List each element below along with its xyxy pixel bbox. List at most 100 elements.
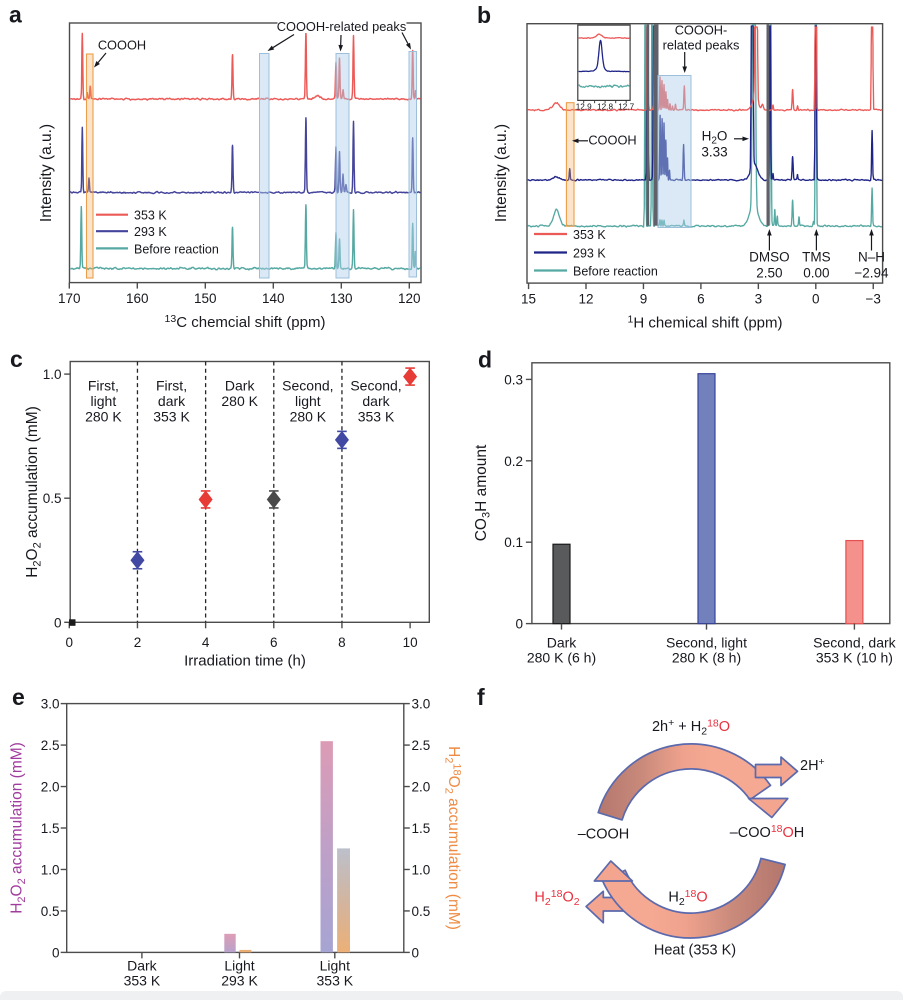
svg-text:CO3H amount: CO3H amount [473,444,493,541]
svg-text:2H+: 2H+ [800,756,825,774]
svg-text:9: 9 [640,292,648,307]
svg-text:c: c [10,346,23,372]
svg-text:light: light [91,393,117,409]
svg-text:a: a [9,2,22,28]
svg-text:3.33: 3.33 [701,145,727,160]
svg-text:130: 130 [330,291,353,306]
svg-text:2.0: 2.0 [412,780,431,795]
svg-text:Second,: Second, [350,378,401,394]
svg-text:1.0: 1.0 [412,862,431,877]
svg-text:Light: Light [320,958,350,974]
svg-text:293 K: 293 K [134,225,167,239]
svg-text:DMSO: DMSO [749,250,790,265]
svg-text:d: d [478,347,492,373]
svg-text:Dark: Dark [225,378,256,394]
svg-text:f: f [477,684,485,710]
svg-text:12.7: 12.7 [618,103,634,112]
svg-text:N–H: N–H [858,250,885,265]
svg-text:353 K: 353 K [573,228,606,242]
svg-text:0.5: 0.5 [43,491,62,506]
svg-text:3.0: 3.0 [41,697,60,712]
svg-text:COOOH-related peaks: COOOH-related peaks [277,19,406,34]
svg-text:light: light [295,393,321,409]
svg-text:related peaks: related peaks [663,38,740,53]
svg-text:Intensity (a.u.): Intensity (a.u.) [493,124,510,222]
svg-text:120: 120 [398,291,421,306]
svg-text:Intensity (a.u.): Intensity (a.u.) [38,124,55,222]
svg-text:353 K (10 h): 353 K (10 h) [816,650,893,666]
svg-text:dark: dark [362,393,390,409]
svg-text:−3: −3 [866,292,881,307]
svg-text:2.50: 2.50 [756,266,782,281]
svg-text:280 K (6 h): 280 K (6 h) [527,650,596,666]
svg-text:2h+ + H218O: 2h+ + H218O [652,717,730,738]
svg-text:293 K: 293 K [221,973,258,989]
svg-text:280 K: 280 K [221,393,258,409]
svg-text:TMS: TMS [802,250,831,265]
svg-text:Dark: Dark [547,635,578,651]
svg-text:280 K: 280 K [290,408,327,424]
svg-text:3.0: 3.0 [412,697,431,712]
svg-text:e: e [12,684,25,710]
svg-text:0.3: 0.3 [504,372,523,387]
svg-text:293 K: 293 K [573,247,606,261]
svg-text:Second, light: Second, light [666,635,747,651]
svg-text:160: 160 [126,291,149,306]
svg-text:0: 0 [812,292,820,307]
svg-text:H2O2 accumulation (mM): H2O2 accumulation (mM) [9,742,29,914]
svg-text:−2.94: −2.94 [854,266,889,281]
svg-text:H218O2 accumulation (mM): H218O2 accumulation (mM) [443,746,463,930]
svg-text:8: 8 [338,635,346,650]
svg-text:Light: Light [224,958,254,974]
svg-text:Dark: Dark [127,958,158,974]
svg-text:H2O2 accumulation (mM): H2O2 accumulation (mM) [24,406,44,578]
svg-text:Second,: Second, [282,378,333,394]
svg-text:Second, dark: Second, dark [813,635,896,651]
svg-text:1.0: 1.0 [41,862,60,877]
svg-text:Irradiation time (h): Irradiation time (h) [184,653,306,670]
svg-text:2.0: 2.0 [41,780,60,795]
svg-text:2.5: 2.5 [412,738,431,753]
svg-text:6: 6 [697,292,705,307]
svg-text:0.2: 0.2 [504,454,523,469]
svg-text:Before reaction: Before reaction [134,242,219,256]
svg-text:1.0: 1.0 [43,367,62,382]
svg-text:–COOH: –COOH [578,827,630,843]
svg-text:Heat (353 K): Heat (353 K) [654,943,736,959]
svg-text:H218O: H218O [668,888,707,908]
svg-text:12: 12 [578,292,593,307]
svg-text:0: 0 [412,945,420,960]
svg-text:140: 140 [262,291,285,306]
svg-text:353 K: 353 K [317,973,354,989]
svg-text:0: 0 [66,635,74,650]
svg-text:0: 0 [54,615,62,630]
svg-text:3: 3 [755,292,763,307]
svg-text:353 K: 353 K [358,408,395,424]
svg-text:1.5: 1.5 [41,821,60,836]
svg-text:–COO18OH: –COO18OH [730,823,805,841]
svg-text:0.1: 0.1 [504,535,523,550]
svg-text:150: 150 [194,291,217,306]
svg-text:COOOH: COOOH [98,38,146,53]
svg-text:353 K: 353 K [134,209,167,223]
svg-text:dark: dark [158,393,186,409]
svg-text:2: 2 [134,635,142,650]
svg-text:1.5: 1.5 [412,821,431,836]
svg-text:4: 4 [202,635,210,650]
svg-text:15: 15 [521,292,536,307]
svg-text:0: 0 [52,945,60,960]
svg-text:280 K (8 h): 280 K (8 h) [672,650,741,666]
svg-text:First,: First, [156,378,187,394]
svg-text:0.5: 0.5 [41,904,60,919]
svg-text:COOOH: COOOH [588,133,636,148]
svg-text:H218O2: H218O2 [534,888,579,908]
svg-text:0: 0 [515,617,523,632]
svg-text:b: b [477,2,491,28]
svg-text:12.8: 12.8 [597,103,613,112]
svg-text:353 K: 353 K [153,408,190,424]
svg-text:First,: First, [88,378,119,394]
svg-text:Before reaction: Before reaction [573,265,658,279]
svg-text:353 K: 353 K [124,973,161,989]
svg-text:6: 6 [270,635,278,650]
svg-text:1H chemical shift (ppm): 1H chemical shift (ppm) [627,314,782,332]
